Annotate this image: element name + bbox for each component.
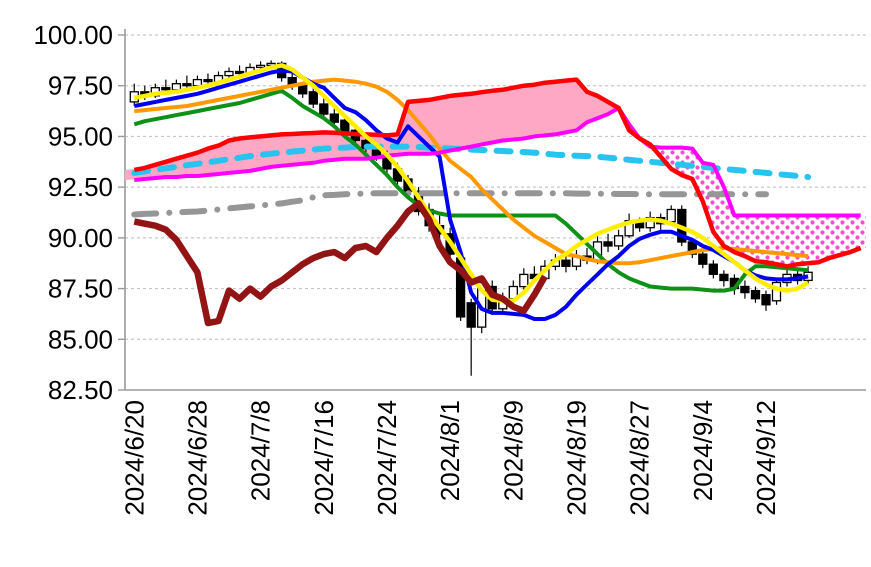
candle-body bbox=[192, 78, 203, 87]
gridlines-and-y-axis: 100.00 97.50 95.00 92.50 90.00 87.50 85.00 82.5… bbox=[33, 20, 866, 405]
y-axis-label: 92.50 bbox=[48, 172, 113, 202]
candle-body bbox=[666, 208, 676, 223]
x-axis-label: 2024/7/16 bbox=[309, 400, 339, 516]
candle-body bbox=[319, 103, 329, 115]
cloud-bottom-magenta-line bbox=[134, 106, 861, 218]
x-axis-labels: 2024/6/20 2024/6/28 2024/7/8 2024/7/16 2024/… bbox=[119, 400, 781, 516]
candle-body bbox=[171, 83, 182, 91]
candle-body bbox=[613, 235, 624, 247]
x-axis-label: 2024/6/20 bbox=[119, 400, 149, 516]
y-axis-label: 95.00 bbox=[48, 121, 113, 151]
x-axis-label: 2024/7/8 bbox=[246, 400, 276, 501]
yellow-ma-line bbox=[133, 63, 810, 303]
candle-body bbox=[708, 263, 718, 275]
candle-body bbox=[719, 273, 729, 282]
candle-body bbox=[329, 113, 339, 123]
x-axis-label: 2024/8/27 bbox=[625, 400, 655, 516]
blue-ma-line bbox=[133, 68, 809, 321]
dashed-cyan-line bbox=[131, 143, 812, 180]
candle-body bbox=[161, 87, 171, 91]
darkred-lagging-line bbox=[133, 200, 548, 327]
bear-cloud-area bbox=[652, 146, 866, 267]
orange-ma-line bbox=[134, 77, 809, 266]
y-axis-label: 97.50 bbox=[48, 71, 113, 101]
x-axis-label: 2024/8/9 bbox=[498, 400, 528, 501]
candle-body bbox=[761, 294, 771, 306]
dashdot-gray-line bbox=[131, 190, 769, 218]
y-axis-label: 82.50 bbox=[48, 375, 113, 405]
candle-body bbox=[698, 253, 708, 265]
y-axis-label: 87.50 bbox=[48, 274, 113, 304]
candle-body bbox=[519, 273, 529, 288]
candle-body bbox=[466, 302, 476, 328]
x-axis-label: 2024/9/12 bbox=[751, 400, 781, 516]
candle-body bbox=[224, 70, 234, 77]
candle-body bbox=[750, 289, 761, 300]
candle-body bbox=[234, 70, 245, 75]
candle-body bbox=[308, 91, 318, 105]
y-axis-label: 100.00 bbox=[33, 20, 113, 50]
candle-body bbox=[298, 85, 308, 95]
x-axis-label: 2024/7/24 bbox=[372, 400, 402, 516]
x-axis-label: 2024/9/4 bbox=[688, 400, 718, 501]
candle-body bbox=[255, 64, 266, 69]
y-axis-label: 90.00 bbox=[48, 223, 113, 253]
y-axis-label: 85.00 bbox=[48, 324, 113, 354]
candle-body bbox=[182, 83, 192, 87]
candle-body bbox=[603, 241, 613, 247]
green-ma-line bbox=[133, 88, 809, 293]
x-axis-label: 2024/6/28 bbox=[182, 400, 212, 516]
x-axis-label: 2024/8/19 bbox=[562, 400, 592, 516]
candle-body bbox=[203, 78, 213, 83]
candle-body bbox=[561, 259, 571, 267]
x-axis-label: 2024/8/1 bbox=[435, 400, 465, 501]
candle-body bbox=[740, 285, 750, 294]
candle-body bbox=[340, 119, 350, 134]
cloud-top-red-line bbox=[133, 77, 862, 269]
